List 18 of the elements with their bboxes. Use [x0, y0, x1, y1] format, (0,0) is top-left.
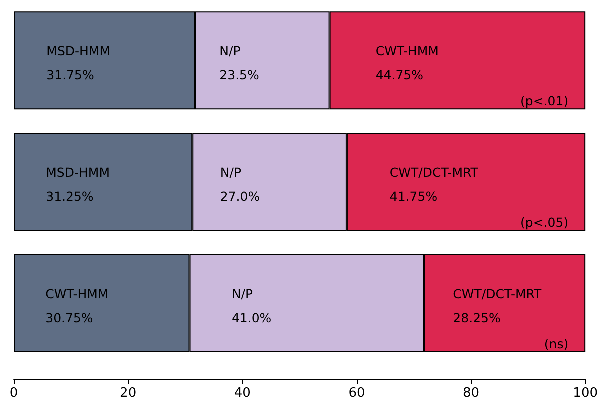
- annotation: (p<.05): [520, 215, 569, 230]
- x-tick-label: 100: [573, 386, 598, 400]
- data-label: CWT-HMM 44.75%: [376, 44, 439, 83]
- annotation: (ns): [544, 336, 569, 352]
- data-label: MSD-HMM 31.75%: [46, 44, 110, 83]
- annotation: (p<.01): [520, 94, 569, 109]
- data-label: N/P 27.0%: [220, 164, 260, 204]
- x-tick-label: 40: [234, 386, 251, 400]
- data-label: MSD-HMM 31.25%: [46, 164, 110, 204]
- data-label: CWT/DCT-MRT 41.75%: [390, 164, 479, 204]
- x-tick-label: 80: [463, 386, 480, 400]
- data-label: CWT/DCT-MRT 28.25%: [453, 286, 542, 326]
- x-tick-label: 60: [348, 386, 366, 400]
- x-tick-label: 20: [120, 386, 137, 400]
- data-label: CWT-HMM 30.75%: [46, 286, 109, 326]
- x-tick-label: 0: [10, 386, 18, 400]
- data-label: N/P 23.5%: [220, 44, 260, 83]
- data-label: N/P 41.0%: [232, 286, 272, 326]
